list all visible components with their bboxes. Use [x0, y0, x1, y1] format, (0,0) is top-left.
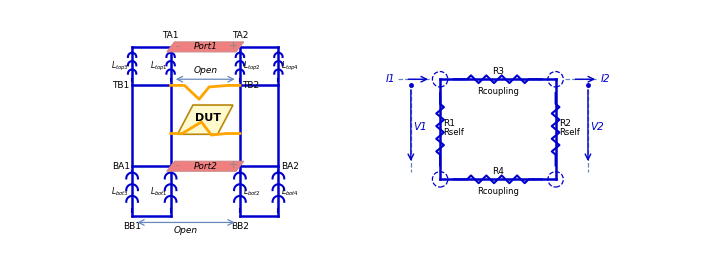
Text: I2: I2 [601, 74, 610, 84]
Text: TA2: TA2 [232, 31, 248, 40]
Text: BB1: BB1 [123, 222, 141, 231]
Text: Open: Open [193, 66, 218, 75]
Polygon shape [177, 105, 233, 134]
Text: Rself: Rself [444, 128, 464, 137]
Text: $L_{top2}$: $L_{top2}$ [243, 60, 261, 73]
Text: DUT: DUT [195, 113, 221, 123]
Text: Port2: Port2 [194, 162, 218, 171]
Text: R3: R3 [492, 67, 504, 76]
Text: Port1: Port1 [194, 42, 218, 51]
Text: R1: R1 [444, 119, 455, 128]
Text: +: + [229, 41, 239, 51]
Text: TB1: TB1 [113, 81, 130, 90]
Text: -: - [175, 161, 180, 170]
Text: $L_{top3}$: $L_{top3}$ [111, 60, 129, 73]
Text: $L_{bot4}$: $L_{bot4}$ [282, 185, 299, 198]
Text: $L_{bot3}$: $L_{bot3}$ [111, 185, 129, 198]
Text: TA1: TA1 [163, 31, 179, 40]
Text: Rcoupling: Rcoupling [477, 87, 519, 96]
Text: $L_{top1}$: $L_{top1}$ [150, 60, 168, 73]
Text: +: + [229, 161, 239, 170]
Text: Rcoupling: Rcoupling [477, 187, 519, 196]
Text: BB2: BB2 [231, 222, 249, 231]
Polygon shape [167, 161, 244, 171]
Text: $L_{bot2}$: $L_{bot2}$ [243, 185, 261, 198]
Text: Open: Open [174, 226, 198, 235]
Text: V1: V1 [413, 122, 427, 132]
Text: $L_{bot1}$: $L_{bot1}$ [150, 185, 168, 198]
Text: V2: V2 [590, 122, 604, 132]
Text: BA2: BA2 [281, 162, 298, 171]
Text: TB2: TB2 [242, 81, 259, 90]
Text: I1: I1 [386, 74, 396, 84]
Text: -: - [175, 41, 180, 51]
Text: R4: R4 [492, 167, 504, 176]
Text: $L_{top4}$: $L_{top4}$ [282, 60, 299, 73]
Polygon shape [167, 42, 244, 52]
Text: R2: R2 [559, 119, 570, 128]
Text: Rself: Rself [559, 128, 579, 137]
Text: BA1: BA1 [112, 162, 130, 171]
